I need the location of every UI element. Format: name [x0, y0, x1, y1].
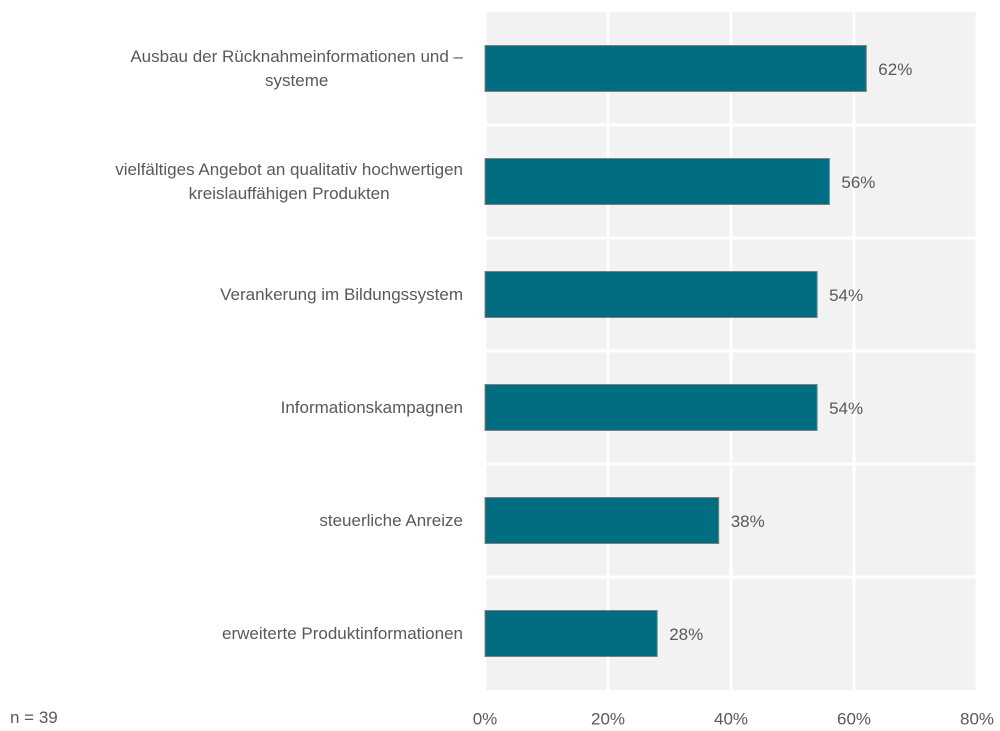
bar [484, 45, 867, 92]
x-tick-label: 60% [837, 709, 871, 728]
category-text: erweiterte Produktinformationen [222, 623, 463, 643]
bar [484, 384, 818, 431]
category-label: steuerliche Anreize [0, 509, 463, 533]
category-text: Informationskampagnen [280, 397, 463, 417]
bar [484, 158, 830, 205]
category-label: Verankerung im Bildungssystem [0, 283, 463, 307]
note: n = 39 [10, 708, 58, 727]
category-label: Informationskampagnen [0, 396, 463, 420]
category-label: erweiterte Produktinformationen [0, 622, 463, 646]
bar [484, 610, 658, 657]
category-text: steuerliche Anreize [319, 510, 463, 530]
value-label: 38% [731, 512, 765, 531]
value-label: 54% [829, 399, 863, 418]
category-text: Ausbau der Rücknahmeinformationen und – … [130, 46, 463, 90]
x-tick-label: 20% [591, 709, 625, 728]
x-tick-label: 80% [960, 709, 994, 728]
value-label: 56% [841, 173, 875, 192]
bar [484, 271, 818, 318]
value-label: 62% [878, 60, 912, 79]
category-text: vielfältiges Angebot an qualitativ hochw… [115, 159, 463, 203]
category-label: Ausbau der Rücknahmeinformationen und – … [0, 45, 463, 93]
category-text: Verankerung im Bildungssystem [220, 284, 463, 304]
value-label: 54% [829, 286, 863, 305]
x-tick-label: 0% [473, 709, 498, 728]
x-tick-label: 40% [714, 709, 748, 728]
bar [484, 497, 720, 544]
category-label: vielfältiges Angebot an qualitativ hochw… [0, 158, 463, 206]
value-label: 28% [669, 625, 703, 644]
